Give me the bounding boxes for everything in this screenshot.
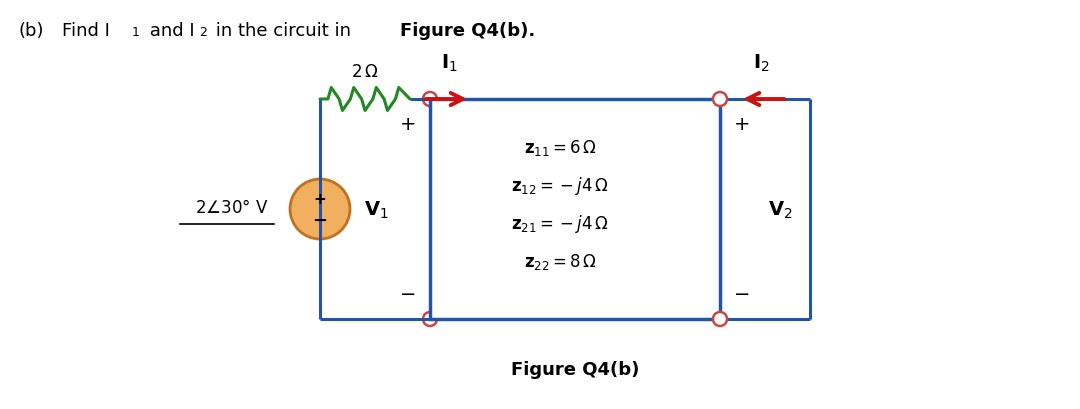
- Text: in the circuit in: in the circuit in: [210, 22, 356, 40]
- Circle shape: [423, 93, 437, 107]
- Circle shape: [713, 312, 727, 326]
- Text: $\mathbf{I}_1$: $\mathbf{I}_1$: [441, 53, 458, 74]
- Text: Figure Q4(b).: Figure Q4(b).: [400, 22, 536, 40]
- Circle shape: [291, 180, 350, 239]
- Text: 2: 2: [199, 26, 207, 39]
- Text: $\mathbf{z}_{21} = -j4\,\Omega$: $\mathbf{z}_{21} = -j4\,\Omega$: [511, 213, 609, 234]
- Text: +: +: [733, 115, 751, 134]
- Text: $\mathbf{z}_{22} = 8\,\Omega$: $\mathbf{z}_{22} = 8\,\Omega$: [524, 252, 596, 271]
- Text: +: +: [313, 192, 326, 207]
- Text: 1: 1: [132, 26, 140, 39]
- Text: −: −: [312, 211, 327, 229]
- Text: −: −: [400, 285, 416, 304]
- Text: −: −: [733, 285, 751, 304]
- Circle shape: [423, 312, 437, 326]
- Text: $\mathbf{V}_1$: $\mathbf{V}_1$: [364, 199, 389, 220]
- Text: $\mathbf{z}_{11} = 6\,\Omega$: $\mathbf{z}_{11} = 6\,\Omega$: [524, 138, 596, 157]
- Text: 2$\angle$30° V: 2$\angle$30° V: [195, 198, 269, 216]
- Text: Figure Q4(b): Figure Q4(b): [511, 360, 639, 378]
- Text: Find I: Find I: [62, 22, 110, 40]
- Circle shape: [713, 93, 727, 107]
- Bar: [430, 100, 720, 319]
- Text: $2\,\Omega$: $2\,\Omega$: [351, 64, 379, 81]
- Text: $\mathbf{I}_2$: $\mathbf{I}_2$: [753, 53, 769, 74]
- Text: +: +: [400, 115, 416, 134]
- Text: (b): (b): [18, 22, 43, 40]
- Text: $\mathbf{V}_2$: $\mathbf{V}_2$: [768, 199, 793, 220]
- Text: $\mathbf{z}_{12} = -j4\,\Omega$: $\mathbf{z}_{12} = -j4\,\Omega$: [511, 175, 609, 196]
- Text: and I: and I: [144, 22, 194, 40]
